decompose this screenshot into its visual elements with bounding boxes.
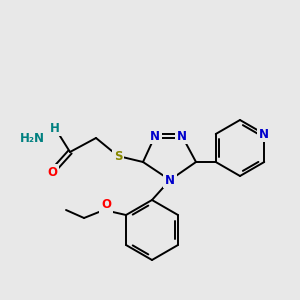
Text: N: N: [177, 130, 187, 142]
Text: N: N: [150, 130, 160, 142]
Text: S: S: [114, 149, 122, 163]
Text: N: N: [165, 173, 175, 187]
Text: H₂N: H₂N: [20, 131, 45, 145]
Text: O: O: [101, 199, 111, 212]
Text: N: N: [259, 128, 269, 140]
Text: H: H: [50, 122, 60, 134]
Text: O: O: [47, 166, 57, 178]
